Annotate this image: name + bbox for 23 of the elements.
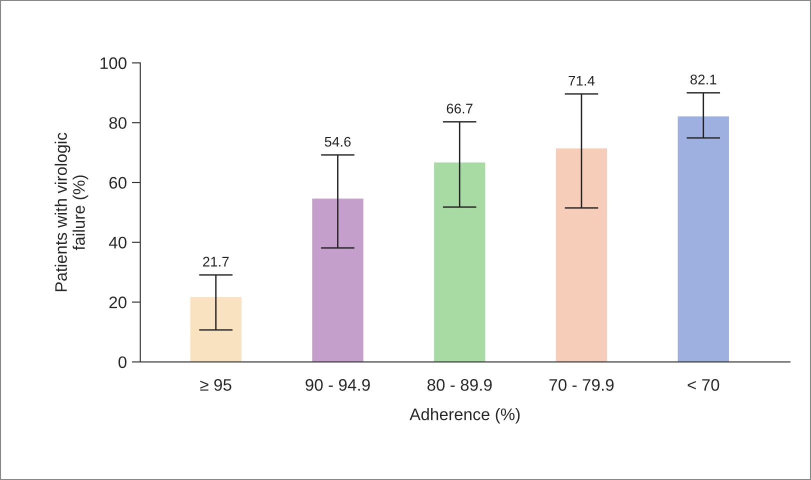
x-tick-label: 70 - 79.9 <box>549 379 614 391</box>
y-tick-label: 40 <box>108 236 126 249</box>
y-tick-label: 80 <box>109 117 126 129</box>
x-tick-label: < 70 <box>688 379 720 391</box>
bar <box>434 162 486 362</box>
y-axis-title: Patients with virologic failure (%) <box>54 132 88 292</box>
x-tick-label: ≥ 95 <box>200 379 232 391</box>
bar <box>556 148 608 362</box>
annotation: 82.1 <box>690 74 716 84</box>
y-tick-label: 60 <box>109 176 126 189</box>
bar <box>312 198 364 362</box>
y-tick-label: 20 <box>109 296 126 308</box>
bar <box>190 297 242 362</box>
y-tick-label: 100 <box>100 57 126 70</box>
annotation: 54.6 <box>324 136 351 147</box>
y-tick-label: 0 <box>118 356 126 368</box>
annotation: 71.4 <box>568 76 595 86</box>
x-axis-title: Adherence (%) <box>410 408 520 424</box>
annotation: 21.7 <box>203 256 229 266</box>
bar <box>678 116 729 362</box>
x-tick-label: 80 - 89.9 <box>427 379 492 391</box>
x-tick-label: 90 - 94.9 <box>306 379 370 391</box>
annotation: 66.7 <box>446 104 472 114</box>
